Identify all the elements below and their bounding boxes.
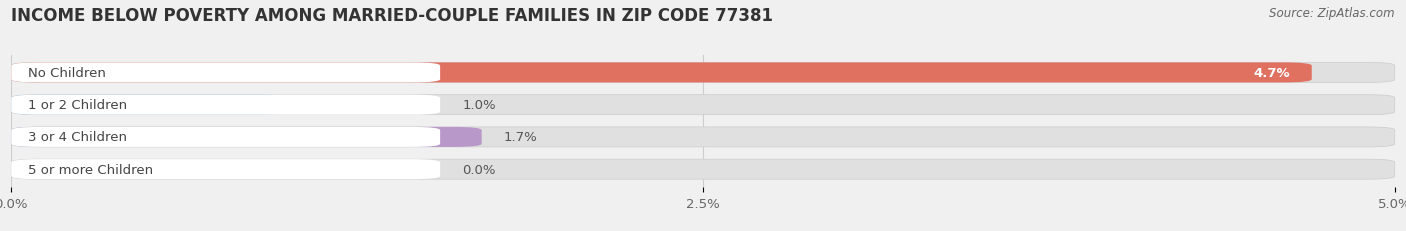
Text: 1 or 2 Children: 1 or 2 Children [28, 99, 127, 112]
FancyBboxPatch shape [11, 95, 288, 115]
Text: 1.0%: 1.0% [463, 99, 496, 112]
Text: 0.0%: 0.0% [463, 163, 496, 176]
Text: 3 or 4 Children: 3 or 4 Children [28, 131, 127, 144]
FancyBboxPatch shape [11, 63, 440, 83]
FancyBboxPatch shape [11, 127, 440, 147]
Text: INCOME BELOW POVERTY AMONG MARRIED-COUPLE FAMILIES IN ZIP CODE 77381: INCOME BELOW POVERTY AMONG MARRIED-COUPL… [11, 7, 773, 25]
FancyBboxPatch shape [11, 63, 1395, 83]
Text: Source: ZipAtlas.com: Source: ZipAtlas.com [1270, 7, 1395, 20]
Text: 5 or more Children: 5 or more Children [28, 163, 153, 176]
FancyBboxPatch shape [11, 95, 440, 115]
FancyBboxPatch shape [11, 95, 1395, 115]
Text: 1.7%: 1.7% [503, 131, 537, 144]
FancyBboxPatch shape [11, 127, 482, 147]
FancyBboxPatch shape [11, 127, 1395, 147]
FancyBboxPatch shape [11, 159, 1395, 179]
Text: No Children: No Children [28, 67, 105, 79]
FancyBboxPatch shape [11, 159, 440, 179]
Text: 4.7%: 4.7% [1253, 67, 1289, 79]
FancyBboxPatch shape [11, 63, 1312, 83]
